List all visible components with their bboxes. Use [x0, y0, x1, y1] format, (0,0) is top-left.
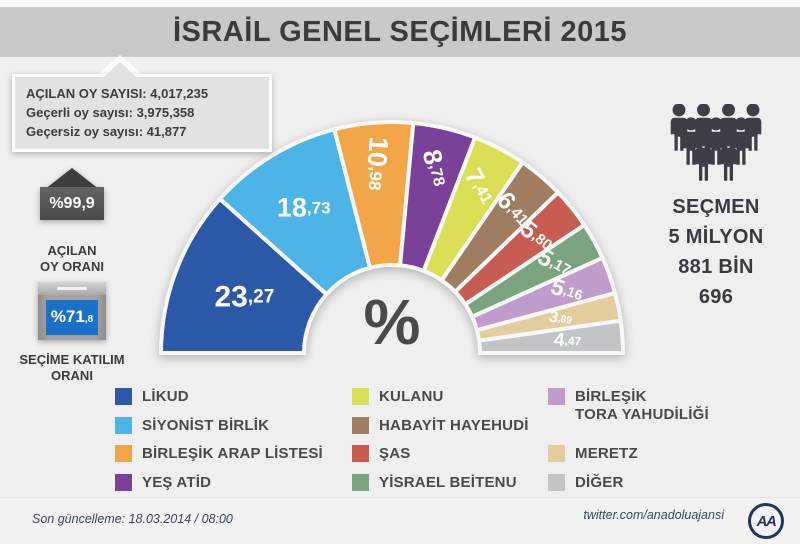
- legend-item: ŞAS: [352, 445, 529, 463]
- legend-label: MERETZ: [575, 445, 638, 462]
- opened-rate-label: AÇILAN OY ORANI: [39, 243, 105, 274]
- turnout-value: %71,8: [46, 300, 98, 335]
- legend-label: DİĞER: [575, 473, 624, 491]
- legend-swatch: [115, 416, 132, 434]
- legend-swatch: [548, 473, 565, 491]
- envelope-icon: %99,9: [40, 168, 104, 220]
- legend-label: BİRLEŞİK TORA YAHUDİLİĞİ: [575, 388, 709, 423]
- legend-item: LİKUD: [115, 388, 323, 406]
- legend-swatch: [115, 388, 132, 405]
- turnout-label: SEÇİME KATILIM ORANI: [19, 352, 125, 383]
- chart-segment-value: 3,89: [548, 308, 574, 329]
- stat-opened-votes: AÇILAN OY SAYISI: 4,017,235: [26, 86, 209, 101]
- twitter-handle-text: twitter.com/anadoluajansi: [583, 508, 724, 522]
- legend-item: KULANU: [352, 388, 529, 406]
- top-strip: [0, 0, 800, 7]
- legend-item: BİRLEŞİK TORA YAHUDİLİĞİ: [548, 388, 709, 423]
- chart-segment-value: 23,27: [215, 280, 275, 313]
- legend-swatch: [352, 388, 369, 405]
- vote-stats-box: AÇILAN OY SAYISI: 4,017,235 Geçerli oy s…: [12, 74, 272, 152]
- legend-item: MERETZ: [548, 445, 709, 463]
- chart-segment-value: 4,47: [553, 329, 582, 352]
- chart-segment-value: 5,16: [548, 273, 587, 308]
- voters-line: 696: [698, 286, 734, 308]
- legend-label: KULANU: [379, 388, 444, 405]
- ballot-box-icon: %71,8: [38, 282, 106, 340]
- legend-label: BİRLEŞİK ARAP LİSTESİ: [142, 445, 323, 462]
- chart-segment-1: [158, 196, 330, 355]
- legend-label: SİYONİST BİRLİK: [142, 416, 270, 434]
- voters-line: 5 MİLYON: [668, 226, 764, 248]
- chart-segment-11: [476, 318, 626, 355]
- voters-line: 881 BİN: [678, 256, 754, 278]
- legend-swatch: [352, 445, 369, 462]
- anadolu-agency-logo: AA: [748, 503, 784, 539]
- chart-center-percent-label: %: [363, 286, 421, 358]
- stats-bubble-tail-fill: [104, 62, 136, 77]
- legend-swatch: [548, 388, 565, 405]
- legend-column-3: BİRLEŞİK TORA YAHUDİLİĞİ MERETZ DİĞER: [548, 388, 709, 502]
- legend-label: YİSRAEL BEİTENU: [379, 473, 517, 491]
- legend-swatch: [115, 445, 132, 462]
- stat-valid-votes: Geçerli oy sayısı: 3,975,358: [26, 105, 195, 120]
- stat-invalid-votes: Geçersiz oy sayısı: 41,877: [26, 124, 187, 139]
- legend-label: LİKUD: [142, 388, 189, 405]
- opened-rate-value: %99,9: [49, 194, 95, 212]
- title-bar: İSRAİL GENEL SEÇİMLERİ 2015: [0, 7, 800, 57]
- legend-label: YEŞ ATİD: [142, 473, 212, 491]
- chart-segment-value: 10,98: [360, 136, 394, 192]
- legend-swatch: [115, 473, 132, 491]
- legend-item: SİYONİST BİRLİK: [115, 416, 323, 435]
- footer-bar: Son güncelleme: 18.03.2014 / 08:00 twitt…: [0, 497, 800, 544]
- legend-item: YEŞ ATİD: [115, 473, 323, 492]
- ballot-box-slot: [38, 282, 106, 295]
- voters-count: SEÇMEN 5 MİLYON 881 BİN 696: [648, 192, 784, 312]
- legend-item: YİSRAEL BEİTENU: [352, 473, 529, 492]
- chart-segment-value: 8,78: [417, 147, 455, 190]
- legend-swatch: [352, 473, 369, 491]
- chart-segment-value: 18,73: [277, 193, 331, 223]
- legend-swatch: [352, 416, 369, 434]
- legend-label: ŞAS: [379, 445, 411, 462]
- voters-line: SEÇMEN: [672, 196, 760, 218]
- legend-item: DİĞER: [548, 473, 709, 492]
- legend-swatch: [548, 445, 565, 462]
- envelope-body: %99,9: [40, 187, 104, 220]
- legend-column-2: KULANU HABAYİT HAYEHUDİ ŞAS YİSRAEL BEİTENU: [352, 388, 529, 502]
- legend-item: BİRLEŞİK ARAP LİSTESİ: [115, 445, 323, 463]
- legend-column-1: LİKUD SİYONİST BİRLİK BİRLEŞİK ARAP LİSTES…: [115, 388, 323, 502]
- ballot-box-body: %71,8: [38, 295, 106, 340]
- legend-label: HABAYİT HAYEHUDİ: [379, 416, 529, 434]
- legend-item: HABAYİT HAYEHUDİ: [352, 416, 529, 435]
- last-updated-text: Son güncelleme: 18.03.2014 / 08:00: [32, 512, 233, 526]
- page-title: İSRAİL GENEL SEÇİMLERİ 2015: [173, 15, 627, 48]
